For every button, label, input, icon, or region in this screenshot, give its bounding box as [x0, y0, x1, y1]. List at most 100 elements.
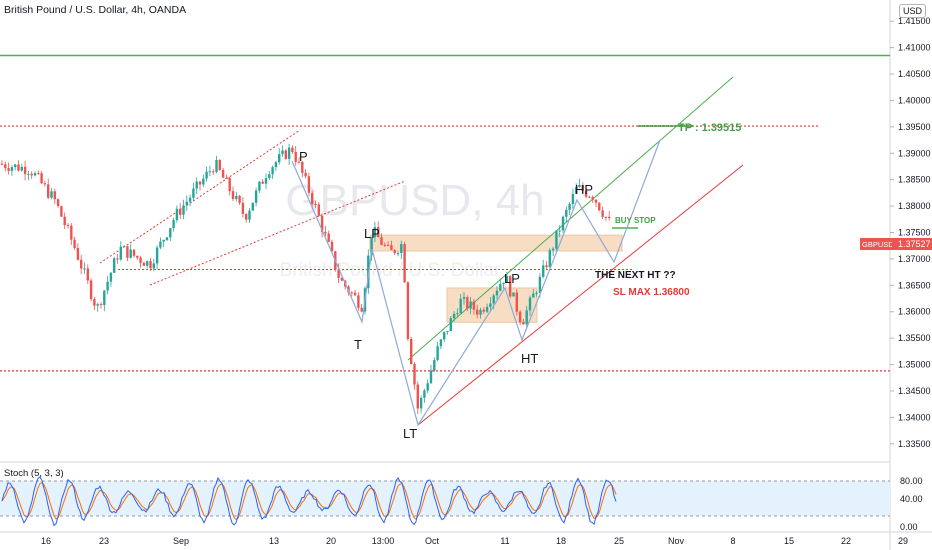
candle[interactable] — [264, 173, 268, 190]
candle[interactable] — [63, 212, 66, 230]
candle[interactable] — [241, 197, 245, 218]
candle[interactable] — [119, 241, 122, 261]
candle[interactable] — [495, 286, 499, 300]
candle[interactable] — [301, 160, 304, 178]
candle[interactable] — [221, 167, 225, 178]
candle[interactable] — [436, 341, 439, 362]
candle[interactable] — [96, 302, 99, 312]
candle[interactable] — [588, 195, 591, 199]
candle[interactable] — [581, 182, 584, 194]
candle[interactable] — [175, 205, 179, 223]
candle[interactable] — [403, 241, 406, 283]
candle[interactable] — [278, 148, 281, 165]
candle[interactable] — [429, 365, 433, 384]
candle[interactable] — [50, 188, 53, 200]
candle[interactable] — [551, 246, 555, 257]
candle[interactable] — [575, 183, 578, 195]
candle[interactable] — [132, 249, 136, 258]
candle[interactable] — [456, 308, 459, 317]
candle[interactable] — [377, 221, 380, 238]
candle[interactable] — [60, 205, 63, 217]
candle[interactable] — [37, 170, 40, 175]
candle[interactable] — [571, 188, 575, 209]
candle[interactable] — [169, 227, 172, 242]
candle[interactable] — [598, 202, 601, 212]
candle[interactable] — [149, 258, 152, 272]
candle[interactable] — [327, 230, 330, 243]
candle[interactable] — [14, 163, 17, 171]
candle[interactable] — [185, 195, 188, 212]
candle[interactable] — [146, 260, 149, 269]
candle[interactable] — [578, 178, 581, 188]
candle[interactable] — [373, 221, 377, 243]
candle[interactable] — [410, 336, 413, 365]
candle[interactable] — [383, 242, 386, 247]
candle[interactable] — [485, 303, 489, 314]
candle[interactable] — [439, 338, 443, 350]
candle[interactable] — [396, 251, 400, 257]
candle[interactable] — [568, 202, 571, 215]
price-axis[interactable]: 1.41500 1.41000 1.40500 1.40000 1.39500 1.390… — [890, 16, 931, 449]
candle[interactable] — [449, 316, 452, 332]
candle[interactable] — [476, 304, 479, 319]
candle[interactable] — [165, 236, 169, 242]
candle[interactable] — [20, 163, 23, 172]
candle[interactable] — [93, 296, 96, 311]
candle[interactable] — [83, 262, 86, 274]
candle[interactable] — [116, 253, 119, 264]
candle[interactable] — [179, 203, 182, 219]
candle[interactable] — [304, 169, 307, 179]
candle[interactable] — [423, 388, 426, 403]
candle[interactable] — [512, 292, 515, 297]
candle[interactable] — [10, 165, 14, 176]
candle[interactable] — [416, 381, 419, 415]
candle[interactable] — [330, 239, 334, 253]
candle[interactable] — [205, 166, 208, 182]
candle[interactable] — [89, 278, 93, 302]
candle[interactable] — [152, 258, 155, 272]
candle[interactable] — [291, 145, 294, 154]
candles-layer[interactable] — [0, 143, 611, 415]
candle[interactable] — [4, 161, 7, 172]
candle[interactable] — [390, 240, 393, 251]
candle[interactable] — [231, 186, 235, 201]
candle[interactable] — [558, 225, 561, 238]
candle[interactable] — [284, 149, 287, 160]
candle[interactable] — [433, 357, 436, 372]
candle[interactable] — [215, 155, 218, 174]
candle[interactable] — [0, 160, 4, 166]
candle[interactable] — [525, 305, 528, 329]
candle[interactable] — [287, 143, 291, 166]
candle[interactable] — [56, 198, 60, 208]
candle[interactable] — [386, 241, 390, 247]
candle[interactable] — [314, 200, 317, 208]
candle[interactable] — [192, 182, 195, 202]
candle[interactable] — [535, 290, 538, 297]
candle[interactable] — [452, 311, 456, 322]
candle[interactable] — [198, 181, 202, 191]
candle[interactable] — [129, 244, 132, 259]
candle[interactable] — [274, 160, 278, 172]
candle[interactable] — [320, 213, 324, 238]
candle[interactable] — [139, 255, 142, 268]
candle[interactable] — [380, 233, 383, 246]
currency-button[interactable]: USD — [898, 4, 926, 18]
candle[interactable] — [406, 281, 410, 342]
candle[interactable] — [86, 264, 89, 284]
candle[interactable] — [528, 295, 532, 317]
candle[interactable] — [7, 162, 10, 175]
candle[interactable] — [109, 271, 113, 287]
candle[interactable] — [23, 160, 27, 181]
candle[interactable] — [479, 307, 482, 319]
candle[interactable] — [350, 290, 353, 297]
candle[interactable] — [212, 168, 215, 176]
candle[interactable] — [509, 274, 512, 299]
candle[interactable] — [27, 171, 30, 181]
candle[interactable] — [555, 230, 558, 251]
candle[interactable] — [208, 165, 212, 177]
candle[interactable] — [548, 248, 551, 270]
candle[interactable] — [489, 297, 492, 311]
candle[interactable] — [155, 245, 159, 270]
candle[interactable] — [357, 292, 360, 311]
